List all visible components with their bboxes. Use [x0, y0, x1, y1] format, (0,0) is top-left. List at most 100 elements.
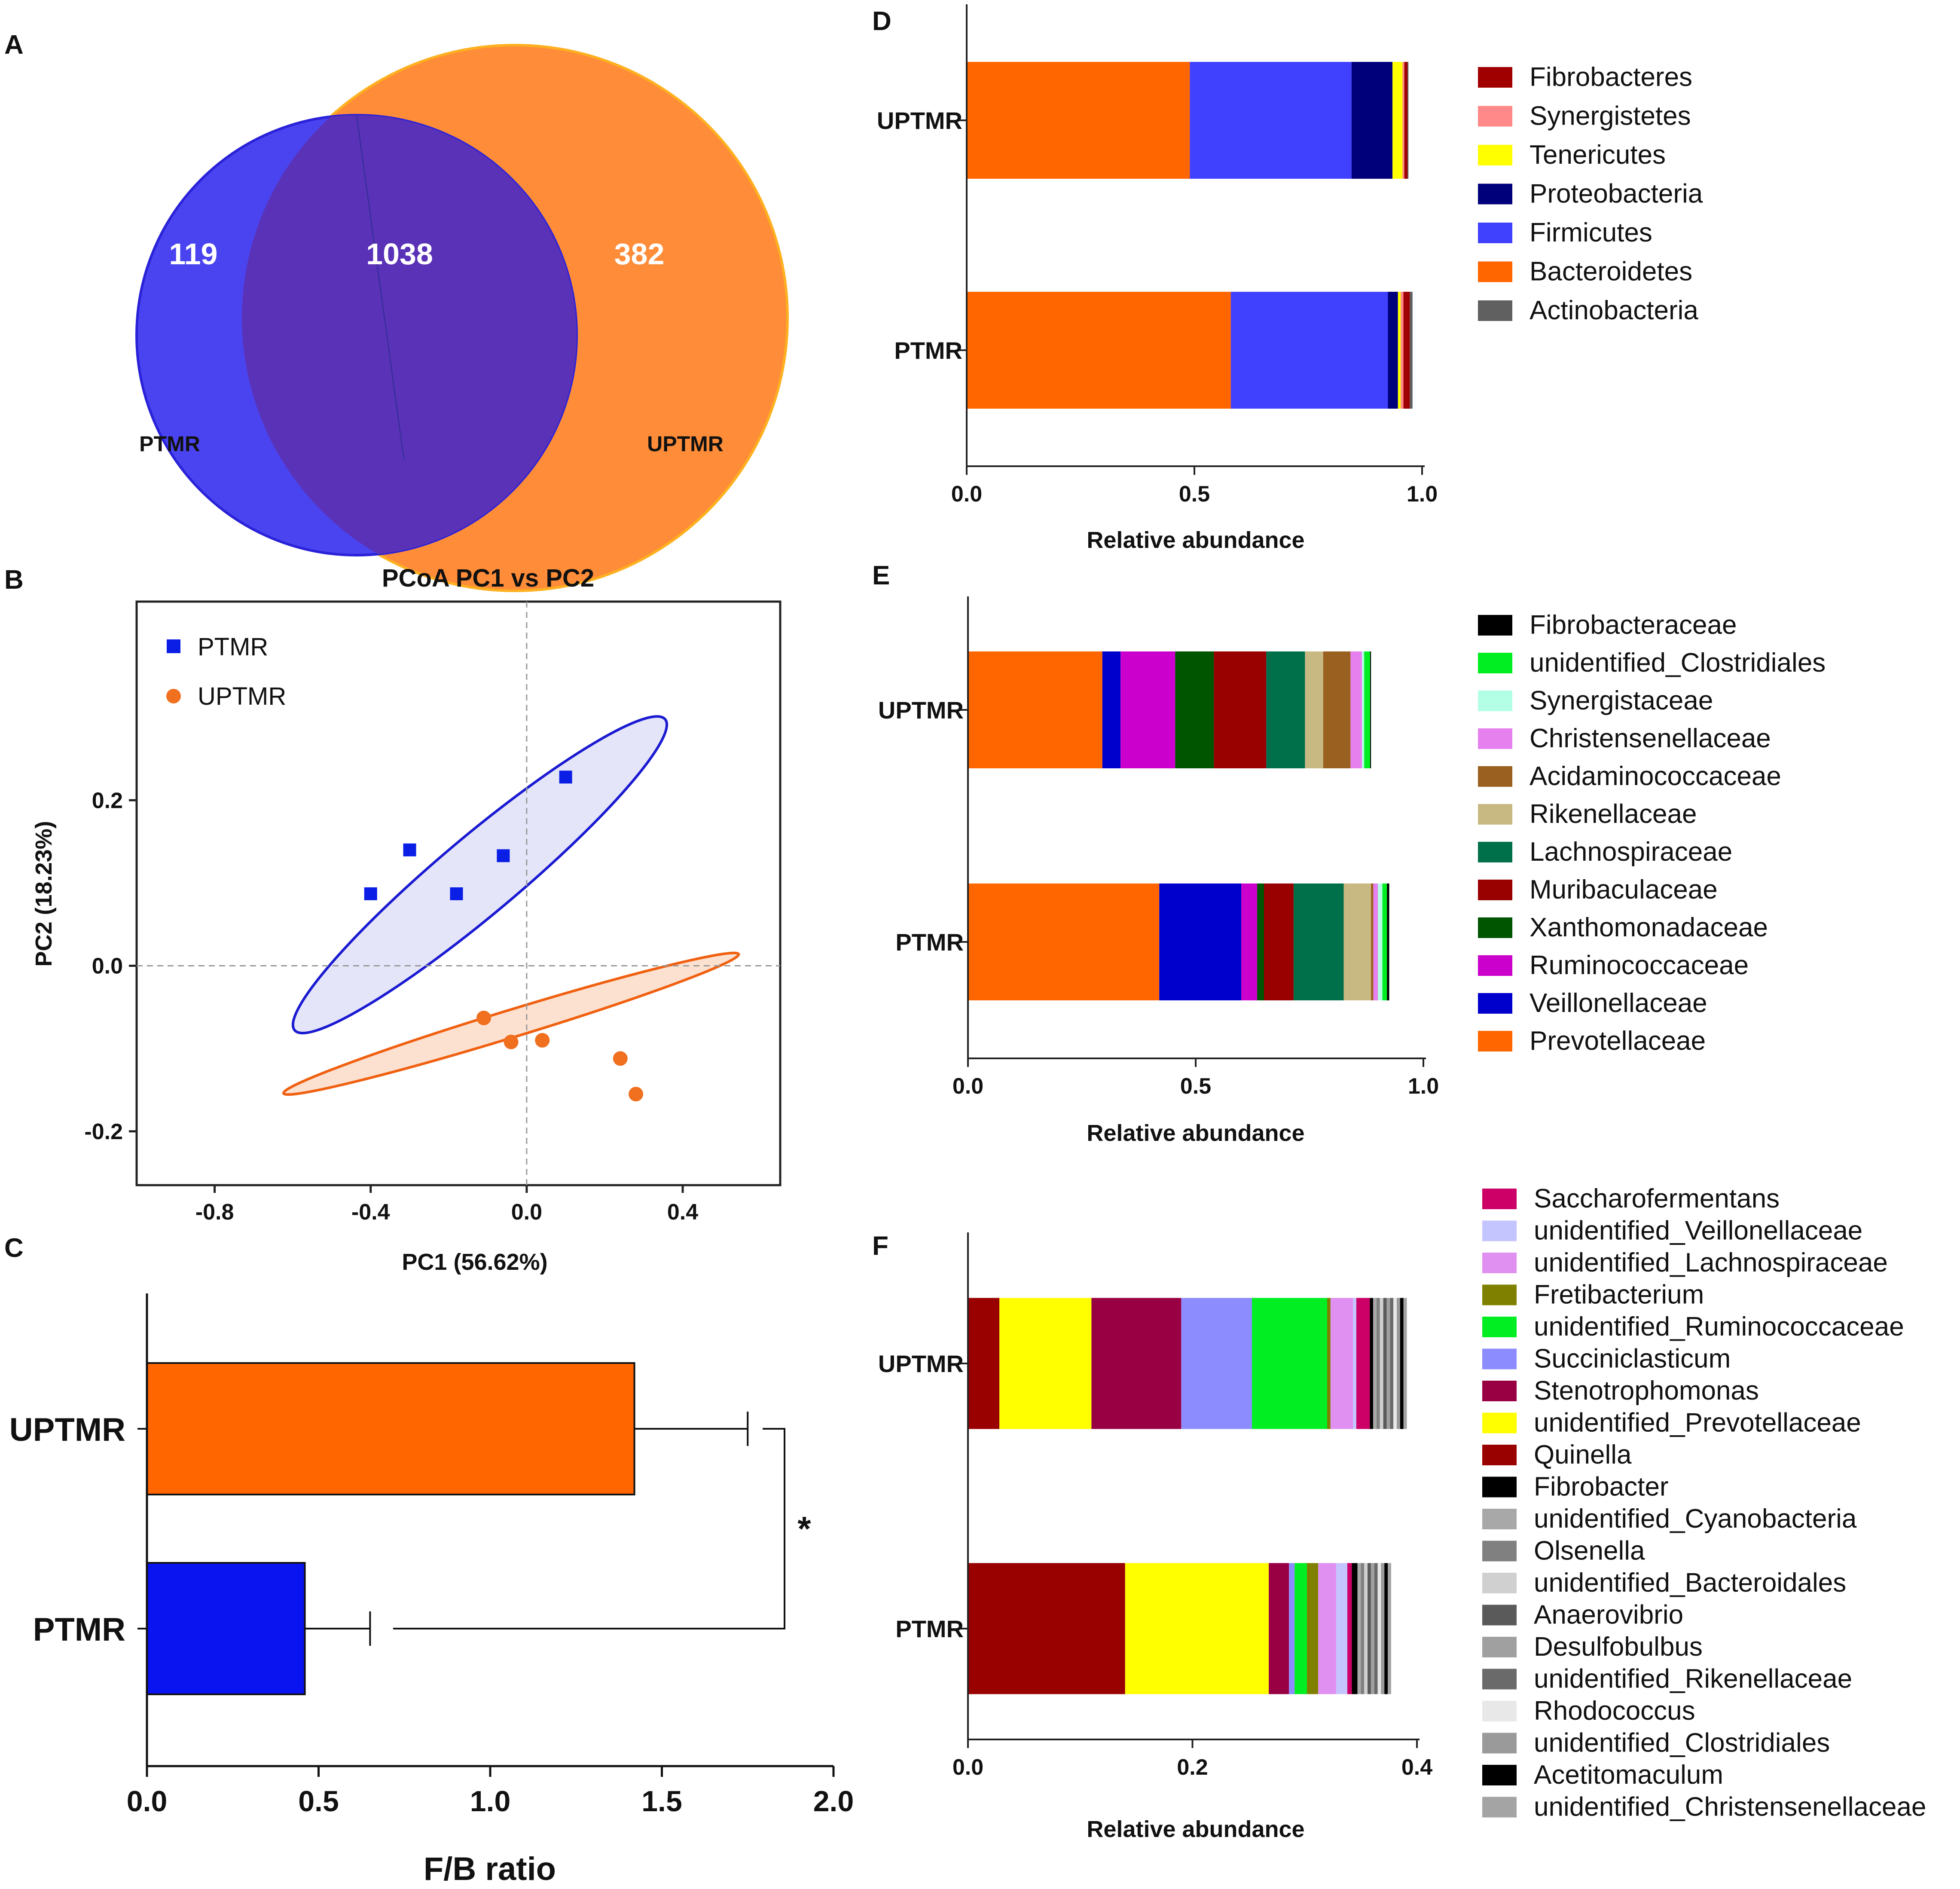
significance-bracket: [393, 1428, 785, 1629]
legend-swatch: [1482, 1765, 1517, 1785]
segment-unidentified-cyanobacteria: [1373, 1298, 1377, 1429]
panel-label-b: B: [4, 565, 24, 595]
segment-unidentified-bacteroidales: [1364, 1563, 1368, 1694]
segment-fibrobacter: [1352, 1563, 1358, 1694]
segment-rhodococcus: [1393, 1298, 1397, 1429]
segment-stenotrophomonas: [1269, 1563, 1289, 1694]
venn-overlap-count: 1038: [366, 237, 433, 271]
x-tick-label: 0.4: [1401, 1755, 1432, 1780]
venn-left-label: PTMR: [139, 432, 200, 456]
pcoa-y-axis-title: PC2 (18.23%): [31, 821, 57, 966]
segment-bacteroidetes: [967, 62, 1190, 179]
legend-label: Ruminococcaceae: [1530, 951, 1749, 980]
legend-label: unidentified_Clostridiales: [1534, 1728, 1830, 1758]
segment-proteobacteria: [1388, 292, 1398, 409]
segment-fibrobacteres: [1403, 292, 1410, 409]
segment-acidaminococcaceae: [1371, 883, 1374, 1000]
legend-label: Firmicutes: [1530, 218, 1652, 248]
legend-label: Stenotrophomonas: [1534, 1376, 1759, 1406]
legend-swatch: [1482, 1412, 1517, 1434]
segment-bacteroidetes: [967, 292, 1231, 409]
legend-swatch: [1478, 728, 1512, 749]
x-tick-label: 2.0: [813, 1785, 854, 1818]
legend-swatch: [1482, 1253, 1517, 1273]
legend-label: unidentified_Lachnospiraceae: [1534, 1248, 1888, 1278]
pcoa-y-tick-label: -0.2: [84, 1119, 123, 1144]
x-tick-label: 0.2: [1177, 1755, 1208, 1780]
segment-unidentified-lachnospiraceae: [1318, 1563, 1336, 1694]
x-tick-label: 0.0: [953, 1755, 983, 1780]
fb-ratio-panel: C UPTMR PTMR 0.0 0.5 1.0 1.5 2.0 * F/B ratio: [4, 1233, 854, 1887]
legend-swatch: [1478, 691, 1512, 711]
genus-x-axis-title: Relative abundance: [1087, 1816, 1304, 1842]
legend-swatch: [1478, 145, 1512, 165]
legend-swatch: [1482, 1797, 1517, 1818]
legend-label: Anaerovibrio: [1534, 1600, 1683, 1630]
legend-label: Lachnospiraceae: [1530, 837, 1732, 867]
legend-label: Desulfobulbus: [1534, 1632, 1703, 1662]
segment-saccharofermentans: [1347, 1563, 1352, 1694]
legend-swatch: [1478, 261, 1512, 282]
point-ptmr: [559, 770, 572, 784]
family-plot-area: UPTMR PTMR 0.0 0.5 1.0: [878, 596, 1439, 1099]
panel-label-c: C: [4, 1233, 24, 1263]
segment-firmicutes: [1230, 292, 1388, 409]
x-tick-label: 1.0: [1408, 1074, 1439, 1099]
legend-swatch: [1482, 1509, 1517, 1529]
segment-succiniclasticum: [1289, 1563, 1295, 1694]
category-label-uptmr: UPTMR: [877, 107, 962, 134]
segment-unidentified-ruminococcaceae: [1252, 1298, 1327, 1429]
x-tick-label: 0.0: [951, 482, 982, 507]
bar-ptmr: [146, 1562, 306, 1695]
segment-acetitomaculum: [1384, 1563, 1388, 1694]
segment-actinobacteria: [1410, 292, 1413, 409]
x-tick-label: 0.0: [953, 1074, 983, 1099]
venn-left-count: 119: [169, 237, 218, 271]
segment-ruminococcaceae: [1120, 651, 1175, 768]
segment-desulfobulbus: [1371, 1563, 1374, 1694]
point-ptmr: [364, 887, 377, 900]
legend-label: Christensenellaceae: [1530, 724, 1771, 753]
genus-legend: Saccharofermentans unidentified_Veillonel…: [1482, 1184, 1926, 1822]
segment-succiniclasticum: [1181, 1298, 1252, 1429]
point-ptmr: [497, 849, 510, 862]
legend-swatch: [1482, 1605, 1517, 1626]
segment-unidentified-ruminococcaceae: [1294, 1563, 1307, 1694]
point-uptmr: [476, 1010, 492, 1025]
legend-label: Fretibacterium: [1534, 1280, 1704, 1310]
legend-swatch: [1482, 1541, 1517, 1562]
legend-label: unidentified_Clostridiales: [1530, 648, 1826, 678]
bar-uptmr: [146, 1362, 635, 1495]
segment-unidentified-lachnospiraceae: [1330, 1298, 1353, 1429]
legend-swatch: [1478, 223, 1512, 243]
legend-label: unidentified_Ruminococcaceae: [1534, 1312, 1904, 1342]
legend-label: unidentified_Veillonellaceae: [1534, 1216, 1862, 1246]
legend-label: Tenericutes: [1530, 140, 1666, 170]
segment-fibrobacter: [1370, 1298, 1374, 1429]
venn-panel: A 119 1038 382 PTMR UPTMR: [4, 30, 789, 592]
segment-olsenella: [1376, 1298, 1380, 1429]
legend-label: unidentified_Prevotellaceae: [1534, 1408, 1861, 1438]
segment-anaerovibrio: [1383, 1298, 1387, 1429]
segment-acidaminococcaceae: [1323, 651, 1351, 768]
legend-swatch: [1482, 1284, 1517, 1305]
segment-olsenella: [1361, 1563, 1365, 1694]
segment-unidentified-clostridiales: [1364, 651, 1370, 768]
legend-label: Synergistaceae: [1530, 686, 1713, 715]
legend-label: Actinobacteria: [1530, 296, 1698, 325]
segment-lachnospiraceae: [1293, 883, 1344, 1000]
legend-label: Proteobacteria: [1530, 179, 1703, 209]
point-uptmr: [629, 1087, 644, 1102]
panel-label-e: E: [872, 561, 890, 590]
segment-unidentified-clostridiales: [1381, 1563, 1385, 1694]
segment-fibrobacteres: [1404, 62, 1408, 179]
legend-swatch: [1478, 842, 1512, 862]
segment-quinella: [968, 1563, 1125, 1694]
legend-label: Saccharofermentans: [1534, 1184, 1780, 1213]
segment-unidentified-bacteroidales: [1380, 1298, 1383, 1429]
x-tick-label: 1.0: [1407, 482, 1438, 507]
segment-unidentified-clostridiales: [1396, 1298, 1400, 1429]
segment-ruminococcaceae: [1241, 883, 1258, 1000]
legend-label: unidentified_Christensenellaceae: [1534, 1792, 1926, 1822]
